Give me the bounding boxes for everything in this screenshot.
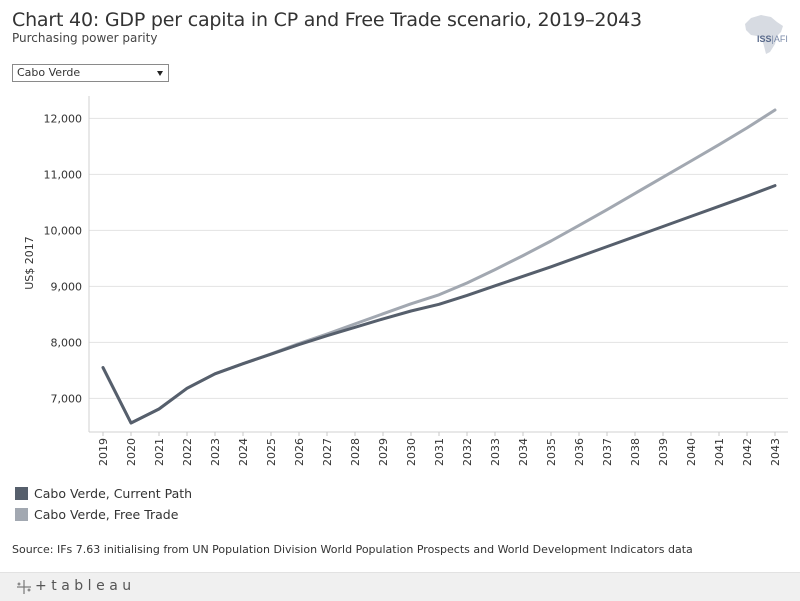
x-tick-label: 2034 [517, 438, 530, 466]
y-tick-label: 12,000 [44, 112, 83, 125]
y-tick-label: 7,000 [51, 392, 83, 405]
series-line-current-path[interactable] [101, 184, 777, 425]
iss-logo-text: ISS|AFI [757, 34, 788, 44]
x-tick-label: 2038 [629, 438, 642, 466]
x-tick-label: 2039 [657, 438, 670, 466]
x-tick-label: 2033 [489, 438, 502, 466]
legend-swatch-current-path [15, 487, 28, 500]
tableau-brand[interactable]: +tableau [35, 578, 136, 594]
x-tick-label: 2032 [461, 438, 474, 466]
y-tick-labels: 7,000 8,000 9,000 10,000 11,000 12,000 [44, 112, 83, 405]
x-tick-label: 2026 [293, 438, 306, 466]
x-tick-label: 2042 [741, 438, 754, 466]
x-tick-label: 2027 [321, 438, 334, 466]
x-tick-label: 2031 [433, 438, 446, 466]
series-line-free-trade[interactable] [101, 108, 777, 425]
legend-item-current-path[interactable]: Cabo Verde, Current Path [15, 486, 192, 501]
africa-map-logo-icon [745, 15, 783, 54]
y-tick-label: 11,000 [44, 168, 83, 181]
x-tick-label: 2028 [349, 438, 362, 466]
tableau-logo-icon[interactable] [16, 579, 32, 595]
legend-item-free-trade[interactable]: Cabo Verde, Free Trade [15, 507, 178, 522]
legend-label: Cabo Verde, Free Trade [34, 507, 179, 522]
x-tick-label: 2035 [545, 438, 558, 466]
y-tick-label: 10,000 [44, 224, 83, 237]
legend-label: Cabo Verde, Current Path [34, 486, 193, 501]
country-filter-value: Cabo Verde [17, 66, 81, 79]
x-tick-label: 2030 [405, 438, 418, 466]
x-tick-label: 2029 [377, 438, 390, 466]
x-tick-label: 2021 [153, 438, 166, 466]
source-note: Source: IFs 7.63 initialising from UN Po… [12, 543, 693, 556]
y-axis-label: US$ 2017 [23, 236, 36, 290]
x-tick-label: 2025 [265, 438, 278, 466]
x-tick-label: 2024 [237, 438, 250, 466]
x-tick-label: 2036 [573, 438, 586, 466]
x-tick-label: 2043 [769, 438, 782, 466]
tableau-footer: +tableau [0, 572, 800, 601]
x-tick-label: 2022 [181, 438, 194, 466]
series-lines [101, 108, 777, 425]
legend-swatch-free-trade [15, 508, 28, 521]
chevron-down-icon[interactable] [157, 71, 163, 76]
x-tick-label: 2023 [209, 438, 222, 466]
x-tick-label: 2020 [125, 438, 138, 466]
x-tick-label: 2019 [97, 438, 110, 466]
x-tick-label: 2037 [601, 438, 614, 466]
chart-subtitle: Purchasing power parity [12, 31, 158, 45]
line-chart: US$ 2017 7,000 8,000 9,000 10,000 11,000 12,0… [23, 96, 788, 466]
x-tick-label: 2040 [685, 438, 698, 466]
x-tick-labels: 2019 2020 2021 2022 2023 2024 2025 2026 2027 2028… [97, 432, 782, 466]
gridlines [89, 117, 788, 399]
country-filter-dropdown[interactable]: Cabo Verde [12, 64, 169, 82]
y-tick-label: 9,000 [51, 280, 83, 293]
chart-title: Chart 40: GDP per capita in CP and Free … [12, 9, 642, 31]
y-tick-label: 8,000 [51, 336, 83, 349]
x-tick-label: 2041 [713, 438, 726, 466]
